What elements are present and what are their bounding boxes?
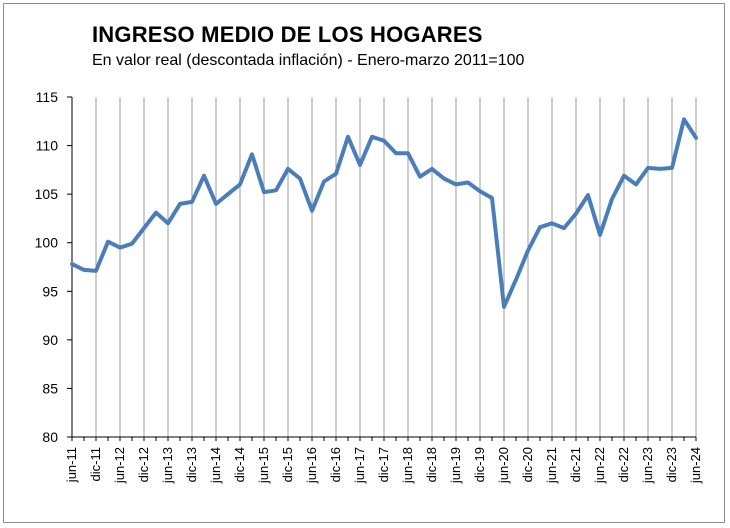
data-point: [202, 174, 206, 178]
vertical-gridlines: [71, 97, 697, 437]
x-tick-label-jun-18: jun-18: [400, 447, 415, 484]
data-point: [190, 200, 194, 204]
data-point: [598, 233, 602, 237]
x-tick-label-jun-12: jun-12: [112, 447, 127, 484]
data-point: [262, 190, 266, 194]
x-tick-label-dic-11: dic-11: [88, 447, 103, 481]
x-tick-label-dic-21: dic-21: [568, 447, 583, 482]
x-tick-label-jun-13: jun-13: [160, 447, 175, 484]
data-point: [586, 193, 590, 197]
x-tick-label-dic-13: dic-13: [184, 447, 199, 482]
data-point: [322, 180, 326, 184]
data-point: [310, 209, 314, 213]
x-tick-label-dic-12: dic-12: [136, 447, 151, 482]
data-point: [106, 240, 110, 244]
data-point: [214, 202, 218, 206]
data-point: [574, 212, 578, 216]
data-point: [154, 211, 158, 215]
x-tick-label-jun-11: jun-11: [64, 447, 79, 483]
data-point: [70, 262, 74, 266]
x-tick-label-dic-20: dic-20: [520, 447, 535, 482]
data-point: [358, 163, 362, 167]
x-tick-label-jun-15: jun-15: [256, 447, 271, 484]
data-point: [478, 189, 482, 193]
series-line-ingreso-medio: [70, 117, 698, 309]
data-point: [346, 135, 350, 139]
data-point: [370, 135, 374, 139]
y-tick-label-80: 80: [42, 429, 58, 445]
data-point: [562, 226, 566, 230]
data-point: [382, 139, 386, 143]
data-point: [658, 167, 662, 171]
data-point: [178, 202, 182, 206]
data-point: [130, 242, 134, 246]
chart-frame: [3, 3, 725, 523]
data-point: [250, 152, 254, 156]
chart-title: INGRESO MEDIO DE LOS HOGARES: [92, 22, 483, 47]
x-tick-label-dic-17: dic-17: [376, 447, 391, 482]
data-point: [274, 188, 278, 192]
x-tick-label-jun-23: jun-23: [640, 447, 655, 484]
x-tick-label-dic-18: dic-18: [424, 447, 439, 482]
x-tick-label-dic-14: dic-14: [232, 447, 247, 482]
data-point: [394, 151, 398, 155]
y-tick-label-90: 90: [42, 332, 58, 348]
y-axis-ticks: 80 85 90 95 100 105 110 115: [35, 89, 72, 445]
data-point: [514, 278, 518, 282]
x-tick-label-jun-16: jun-16: [304, 447, 319, 484]
data-point: [238, 182, 242, 186]
x-tick-label-jun-24: jun-24: [688, 447, 703, 484]
data-point: [682, 117, 686, 121]
data-point: [166, 221, 170, 225]
chart-subtitle: En valor real (descontada inflación) - E…: [92, 52, 525, 69]
data-point: [418, 175, 422, 179]
data-point: [622, 174, 626, 178]
y-tick-label-110: 110: [36, 138, 59, 154]
y-tick-label-100: 100: [35, 235, 59, 251]
data-point: [526, 248, 530, 252]
data-point: [226, 192, 230, 196]
plot-area: [70, 117, 698, 309]
x-tick-label-jun-22: jun-22: [592, 447, 607, 484]
x-tick-label-dic-23: dic-23: [664, 447, 679, 482]
x-tick-label-dic-22: dic-22: [616, 447, 631, 482]
x-tick-label-dic-16: dic-16: [328, 447, 343, 482]
data-point: [286, 167, 290, 171]
data-point: [142, 226, 146, 230]
x-tick-label-dic-15: dic-15: [280, 447, 295, 482]
data-point: [430, 167, 434, 171]
data-point: [82, 268, 86, 272]
x-tick-label-jun-17: jun-17: [352, 447, 367, 484]
data-point: [334, 172, 338, 176]
y-tick-label-95: 95: [42, 283, 58, 299]
data-point: [550, 221, 554, 225]
y-tick-label-105: 105: [35, 186, 59, 202]
data-point: [610, 197, 614, 201]
x-tick-label-jun-20: jun-20: [496, 447, 511, 484]
data-point: [298, 177, 302, 181]
x-tick-label-jun-21: jun-21: [544, 447, 559, 484]
data-point: [538, 225, 542, 229]
x-axis-ticks: jun-11 dic-11 jun-12 dic-12 jun-13 dic-13 jun-…: [64, 437, 703, 484]
data-point: [670, 166, 674, 170]
y-tick-label-115: 115: [36, 89, 59, 105]
data-point: [454, 182, 458, 186]
x-tick-label-jun-19: jun-19: [448, 447, 463, 484]
data-point: [646, 166, 650, 170]
x-tick-label-dic-19: dic-19: [472, 447, 487, 482]
data-point: [490, 196, 494, 200]
data-point: [94, 269, 98, 273]
data-point: [694, 136, 698, 140]
x-tick-label-jun-14: jun-14: [208, 447, 223, 484]
data-point: [442, 177, 446, 181]
y-tick-label-85: 85: [42, 380, 58, 396]
data-point: [502, 305, 506, 309]
data-point: [406, 151, 410, 155]
data-point: [118, 246, 122, 250]
data-point: [634, 182, 638, 186]
data-point: [466, 180, 470, 184]
